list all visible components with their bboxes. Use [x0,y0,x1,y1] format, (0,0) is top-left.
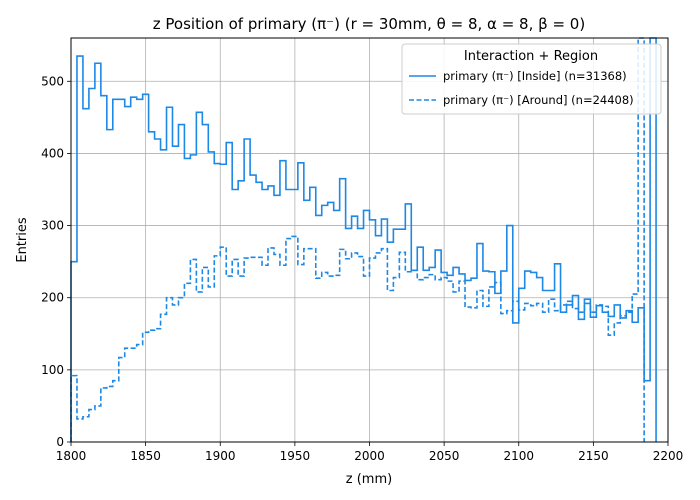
y-tick-label: 200 [41,291,64,305]
legend-box [401,43,662,115]
legend-label-around: primary (π⁻) [Around] (n=24408) [443,93,634,107]
x-tick-label: 1800 [56,449,87,463]
x-axis-label: z (mm) [346,472,392,487]
x-tick-label: 1850 [130,449,161,463]
y-tick-label: 0 [56,435,64,449]
axis-ticks: 1800 1850 1900 1950 2000 2050 2100 2150 2200 0 100… [41,74,683,463]
y-tick-label: 100 [41,363,64,377]
x-tick-label: 2150 [578,449,609,463]
x-tick-label: 2000 [354,449,385,463]
series-layer [70,37,657,442]
legend-title: Interaction + Region [464,49,598,64]
y-tick-label: 500 [41,74,64,88]
y-tick-label: 300 [41,219,64,233]
chart-title: z Position of primary (π⁻) (r = 30mm, θ … [153,15,585,33]
x-tick-label: 2050 [429,449,460,463]
legend-label-inside: primary (π⁻) [Inside] (n=31368) [443,69,627,83]
x-tick-label: 2100 [503,449,534,463]
series-around-step-line [70,37,645,442]
x-tick-label: 1950 [280,449,311,463]
series-inside-step-line [70,37,657,442]
x-tick-label: 1900 [205,449,236,463]
y-axis-label: Entries [15,217,30,263]
y-tick-label: 400 [41,146,64,160]
legend: Interaction + Region primary (π⁻) [Insid… [401,43,662,115]
x-tick-label: 2200 [653,449,684,463]
